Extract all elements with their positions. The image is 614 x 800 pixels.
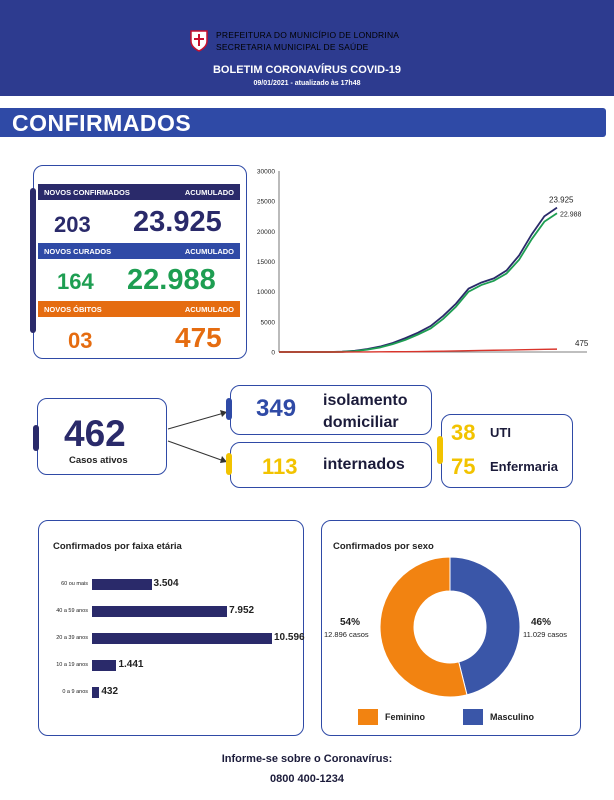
series-end-label-curados: 22.988 (560, 211, 582, 218)
bulletin-date: 09/01/2021 - atualizado às 17h48 (253, 80, 361, 87)
legend-female-swatch (358, 709, 378, 725)
deaths-acc-label: ACUMULADO (184, 304, 234, 314)
age-bar (92, 633, 272, 644)
age-bar (92, 606, 228, 617)
home-isolation-label-2: domiciliar (323, 414, 399, 431)
age-category-label: 0 a 9 anos (62, 689, 88, 695)
age-category-label: 10 a 19 anos (56, 662, 88, 668)
confirmed-new-value: 203 (54, 212, 91, 237)
city-crest-icon (190, 30, 208, 52)
donut-slice-feminino (379, 556, 468, 698)
y-tick-label: 5000 (261, 319, 276, 326)
sex-panel (321, 520, 581, 736)
series-end-label-confirmados: 23.925 (549, 196, 574, 205)
confirmed-total-value: 23.925 (133, 206, 222, 238)
hospitalized-count: 113 (262, 454, 298, 479)
active-label: Casos ativos (69, 455, 128, 466)
hospital-breakdown-card (441, 414, 573, 488)
age-bar-value: 3.504 (153, 578, 179, 589)
series-line-confirmados (279, 206, 558, 353)
age-bar-value: 7.952 (229, 605, 255, 616)
age-bar-value: 1.441 (118, 659, 144, 670)
footer-info: Informe-se sobre o Coronavírus: (221, 753, 393, 765)
y-tick-label: 15000 (257, 259, 275, 266)
recovered-new-value: 164 (57, 269, 94, 294)
footer-phone: 0800 400-1234 (269, 773, 344, 785)
home-isolation-card (230, 385, 432, 435)
active-count: 462 (64, 413, 126, 454)
series-end-label-óbitos: 475 (575, 339, 589, 348)
recovered-acc-label: ACUMULADO (184, 246, 234, 256)
deaths-header: NOVOS ÓBITOS ACUMULADO (38, 301, 240, 317)
recovered-total-value: 22.988 (127, 264, 216, 296)
active-accent (33, 425, 39, 451)
female-cases: 12.896 casos (324, 630, 369, 639)
deaths-new-value: 03 (68, 328, 93, 353)
age-panel-title: Confirmados por faixa etária (53, 541, 182, 552)
hospitalized-accent (226, 453, 232, 475)
series-line-curados (279, 212, 558, 353)
confirmed-header: NOVOS CONFIRMADOS ACUMULADO (38, 184, 240, 200)
legend-female-label: Feminino (385, 712, 425, 722)
female-pct: 54% (340, 617, 361, 628)
recovered-header: NOVOS CURADOS ACUMULADO (38, 243, 240, 259)
branch-arrows (167, 410, 227, 463)
male-cases: 11.029 casos (523, 630, 568, 639)
y-tick-label: 0 (271, 350, 275, 357)
home-isolation-label-1: isolamento (323, 392, 408, 409)
ward-label: Enfermaria (490, 459, 558, 474)
legend-male-label: Masculino (490, 712, 535, 722)
age-bar-chart: 60 ou mais 3.504 40 a 59 anos 7.952 20 a 39 … (40, 565, 305, 715)
deaths-new-label: NOVOS ÓBITOS (44, 304, 102, 314)
donut-slice-masculino (449, 556, 521, 696)
legend-male-swatch (463, 709, 483, 725)
org-line-1: PREFEITURA DO MUNICÍPIO DE LONDRINA (216, 30, 400, 40)
confirmed-new-label: NOVOS CONFIRMADOS (44, 187, 130, 197)
icu-label: UTI (490, 425, 511, 440)
age-bar-value: 432 (101, 686, 119, 697)
header-banner (0, 0, 614, 96)
male-pct: 46% (531, 617, 552, 628)
y-tick-label: 10000 (257, 289, 275, 296)
sex-panel-title: Confirmados por sexo (333, 541, 434, 552)
age-category-label: 60 ou mais (61, 581, 88, 587)
age-category-label: 20 a 39 anos (56, 635, 88, 641)
cumulative-line-chart: 0 5000 10000 15000 20000 25000 30000 23.925 22.9… (257, 169, 589, 357)
home-isolation-accent (226, 398, 232, 420)
section-bar (0, 108, 606, 137)
age-bar (92, 579, 152, 590)
deaths-total-value: 475 (175, 322, 222, 353)
y-tick-label: 25000 (257, 199, 275, 206)
hospitalized-card (230, 442, 432, 488)
sex-donut-chart (379, 556, 521, 698)
bulletin-title: BOLETIM CORONAVÍRUS COVID-19 (212, 64, 402, 76)
age-bar (92, 687, 100, 698)
series-line-óbitos (279, 348, 558, 353)
age-category-label: 40 a 59 anos (56, 608, 88, 614)
recovered-new-label: NOVOS CURADOS (44, 246, 112, 256)
hospital-breakdown-accent (437, 436, 443, 464)
y-tick-label: 20000 (257, 229, 275, 236)
home-isolation-count: 349 (256, 395, 297, 422)
confirmed-acc-label: ACUMULADO (184, 187, 234, 197)
org-line-2: SECRETARIA MUNICIPAL DE SAÚDE (216, 42, 369, 52)
ward-count: 75 (451, 454, 476, 479)
section-title: CONFIRMADOS (12, 110, 192, 136)
y-tick-label: 30000 (257, 169, 275, 176)
age-panel (38, 520, 304, 736)
hospitalized-label: internados (323, 456, 405, 473)
age-bar (92, 660, 117, 671)
age-bar-value: 10.596 (274, 632, 305, 643)
icu-count: 38 (451, 420, 476, 445)
stats-accent (30, 188, 36, 333)
